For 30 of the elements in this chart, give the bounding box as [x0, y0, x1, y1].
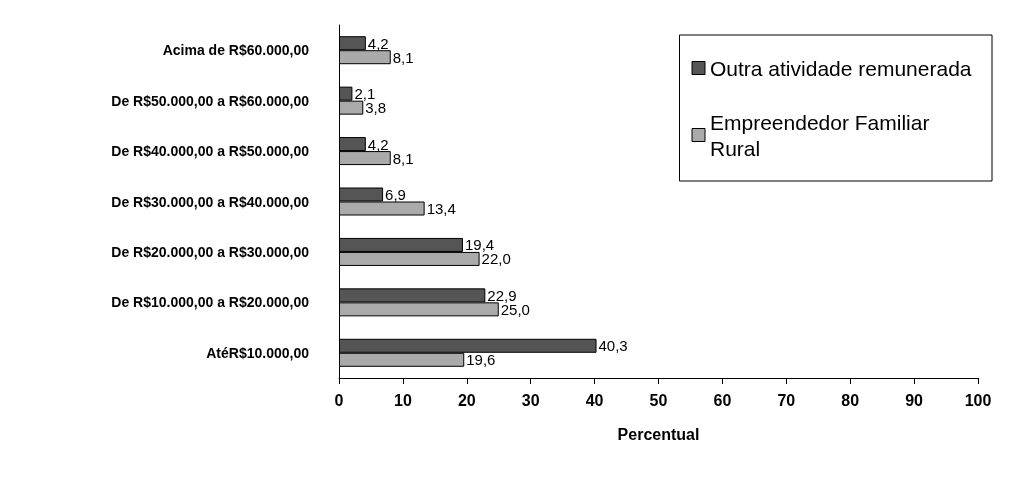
y-tick-label: De R$20.000,00 a R$30.000,00 [111, 243, 310, 260]
data-label: 4,2 [367, 135, 389, 153]
x-tick-label: 100 [964, 391, 992, 409]
y-tick-label: Acima de R$60.000,00 [162, 42, 310, 59]
x-tick-label: 30 [521, 391, 540, 409]
y-tick-label: De R$40.000,00 a R$50.000,00 [111, 143, 310, 160]
data-label: 8,1 [392, 48, 414, 66]
x-tick-label: 80 [841, 391, 860, 409]
x-tick-label: 90 [905, 391, 924, 409]
x-axis-title: Percentual [617, 425, 700, 443]
x-tick-label: 10 [394, 391, 412, 409]
legend-label: Empreendedor Familiar Rural [710, 110, 936, 160]
y-tick-label: De R$30.000,00 a R$40.000,00 [111, 193, 310, 210]
data-label: 13,4 [426, 200, 456, 217]
data-label: 4,2 [367, 34, 389, 52]
x-tick-label: 50 [649, 391, 668, 409]
data-label: 19,6 [466, 351, 496, 369]
data-label: 40,3 [598, 337, 628, 355]
data-label: 19,4 [464, 236, 495, 254]
data-label: 8,1 [392, 149, 414, 167]
y-tick-label: AtéR$10.000,00 [206, 344, 310, 361]
y-tick-label: De R$50.000,00 a R$60.000,00 [111, 92, 310, 109]
x-tick-label: 0 [334, 391, 344, 409]
x-tick-label: 40 [585, 391, 604, 409]
y-tick-label: De R$10.000,00 a R$20.000,00 [111, 294, 310, 311]
data-label: 6,9 [385, 186, 406, 203]
legend-label: Outra atividade remunerada [710, 56, 972, 80]
x-tick-label: 60 [713, 391, 732, 409]
x-tick-label: 70 [777, 391, 796, 409]
x-tick-label: 20 [457, 391, 476, 409]
